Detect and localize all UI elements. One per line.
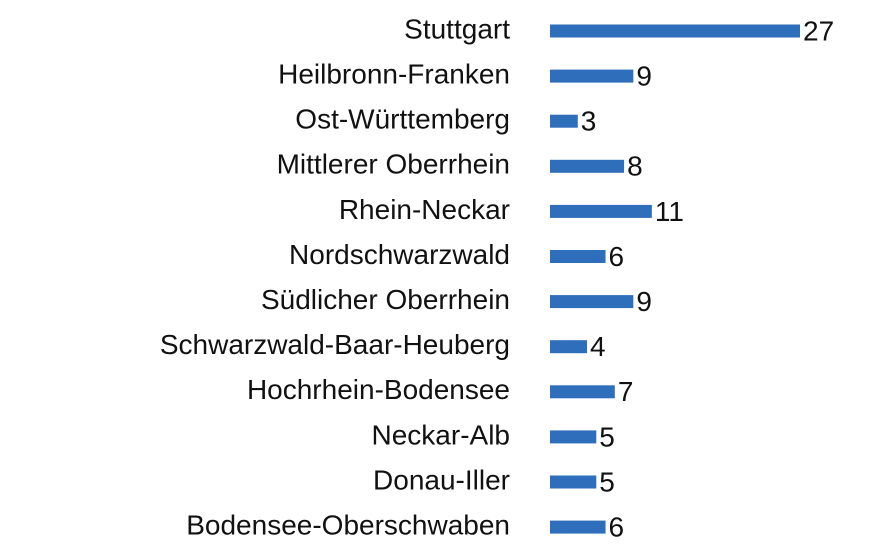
bar	[550, 69, 634, 83]
value-label: 6	[609, 241, 625, 272]
bar	[550, 340, 588, 354]
bar	[550, 520, 606, 534]
bar	[550, 295, 634, 309]
bar	[550, 114, 578, 128]
value-label: 9	[636, 286, 652, 317]
bar	[550, 250, 606, 263]
category-label: Hochrhein-Bodensee	[247, 374, 510, 405]
value-label: 3	[581, 106, 597, 137]
bar	[550, 385, 615, 399]
category-label: Bodensee-Oberschwaben	[186, 509, 510, 540]
value-label: 5	[599, 466, 615, 497]
value-label: 5	[599, 421, 615, 452]
category-label: Neckar-Alb	[372, 419, 510, 450]
bar	[550, 24, 800, 38]
bar	[550, 475, 597, 489]
value-label: 9	[636, 60, 652, 91]
category-label: Ost-Württemberg	[295, 104, 510, 135]
bar	[550, 159, 625, 173]
category-label: Heilbronn-Franken	[278, 58, 510, 89]
category-label: Südlicher Oberrhein	[261, 284, 510, 315]
category-label: Mittlerer Oberrhein	[277, 149, 510, 180]
value-label: 8	[627, 151, 643, 182]
value-label: 11	[655, 196, 684, 227]
bar	[550, 204, 652, 218]
value-label: 7	[618, 376, 634, 407]
category-label: Schwarzwald-Baar-Heuberg	[160, 329, 510, 360]
value-label: 6	[609, 511, 625, 542]
value-label: 27	[803, 15, 834, 46]
category-label: Nordschwarzwald	[289, 239, 510, 270]
category-label: Rhein-Neckar	[339, 194, 510, 225]
category-label: Stuttgart	[404, 13, 510, 44]
category-label: Donau-Iller	[373, 464, 510, 495]
value-label: 4	[590, 331, 606, 362]
bar	[550, 430, 597, 444]
